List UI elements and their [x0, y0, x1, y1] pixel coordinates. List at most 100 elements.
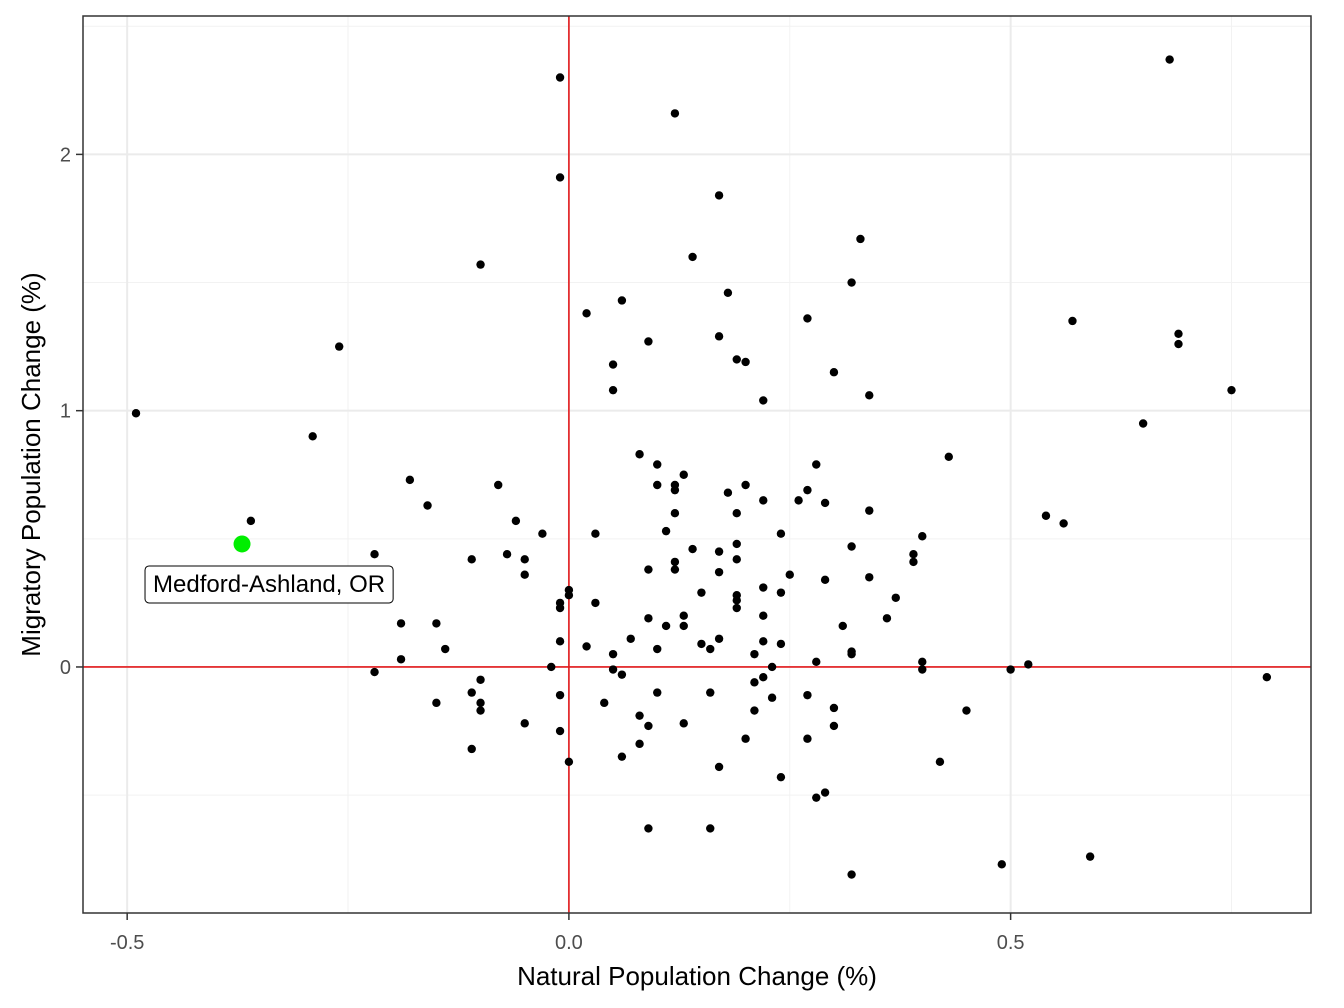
data-point	[661, 526, 671, 536]
data-point	[882, 614, 892, 623]
data-point	[591, 529, 600, 538]
data-point	[370, 667, 379, 677]
data-point	[891, 593, 900, 602]
data-point	[670, 557, 680, 567]
data-point	[741, 734, 750, 743]
data-point	[723, 288, 733, 297]
data-point	[131, 409, 141, 418]
data-point	[608, 649, 618, 659]
data-point	[803, 690, 812, 700]
data-point	[759, 637, 768, 646]
data-point	[370, 550, 379, 559]
data-point	[829, 368, 839, 377]
data-point	[555, 73, 565, 82]
data-point	[732, 508, 741, 518]
data-point	[600, 698, 609, 708]
data-point	[1024, 660, 1033, 669]
data-point	[829, 721, 839, 731]
data-point	[847, 870, 856, 879]
highlight-label: Medford-Ashland, OR	[153, 571, 385, 598]
data-point	[820, 575, 830, 585]
data-point	[714, 191, 724, 200]
data-point	[653, 480, 662, 490]
y-tick-label: 2	[60, 144, 71, 166]
data-point	[750, 649, 759, 659]
data-point	[759, 396, 768, 405]
data-point	[476, 260, 485, 269]
data-point	[246, 516, 256, 526]
data-point	[635, 711, 644, 720]
data-point	[1174, 339, 1183, 349]
data-point	[759, 673, 768, 682]
x-tick-label: -0.5	[110, 932, 144, 954]
data-point	[776, 772, 786, 782]
data-point	[405, 475, 415, 485]
data-point	[626, 634, 635, 643]
y-tick-label: 0	[60, 657, 71, 679]
data-point	[653, 644, 662, 654]
data-point	[617, 752, 627, 761]
data-point	[520, 570, 529, 579]
y-axis-title: Migratory Population Change (%)	[16, 272, 46, 656]
data-point	[1006, 665, 1015, 674]
data-point	[732, 539, 741, 549]
minor-gridlines	[83, 16, 1311, 913]
data-point	[670, 565, 680, 574]
data-point	[714, 567, 724, 577]
data-point	[847, 649, 856, 659]
data-point	[794, 496, 803, 505]
data-point	[432, 698, 441, 708]
data-point	[1227, 385, 1236, 395]
data-point	[520, 719, 529, 728]
y-axis-ticks: 0 1 2	[60, 144, 83, 679]
data-point	[732, 596, 741, 605]
data-point	[511, 516, 521, 526]
data-point	[909, 557, 918, 567]
data-point	[423, 501, 432, 510]
data-point	[396, 655, 406, 664]
data-point	[776, 639, 786, 649]
data-points	[131, 55, 1272, 879]
data-point	[644, 614, 653, 623]
data-point	[856, 234, 865, 244]
data-point	[564, 757, 574, 766]
data-point	[714, 332, 724, 341]
data-point	[997, 860, 1006, 869]
data-point	[538, 529, 547, 538]
data-point	[812, 657, 821, 667]
x-tick-label: 0.0	[555, 932, 583, 954]
data-point	[591, 598, 600, 608]
data-point	[476, 706, 485, 715]
panel-border	[82, 15, 1312, 914]
data-point	[785, 570, 794, 579]
data-point	[714, 547, 724, 556]
data-point	[502, 550, 512, 559]
data-point	[918, 532, 927, 541]
data-point	[767, 662, 777, 672]
data-point	[679, 470, 688, 479]
data-point	[467, 744, 476, 754]
data-point	[582, 642, 591, 651]
data-point	[865, 391, 874, 400]
data-point	[670, 485, 680, 495]
data-point	[635, 739, 644, 749]
data-point	[732, 355, 741, 364]
data-point	[555, 690, 565, 700]
data-point	[732, 555, 741, 564]
data-point	[803, 485, 812, 495]
data-point	[750, 706, 759, 715]
data-point	[962, 706, 971, 715]
data-point	[1041, 511, 1051, 520]
data-point	[812, 793, 821, 802]
data-point	[467, 688, 476, 697]
x-axis-ticks: -0.5 0.0 0.5	[110, 913, 1025, 954]
data-point	[697, 639, 706, 649]
data-point	[608, 360, 618, 369]
data-point	[617, 296, 627, 305]
data-point	[1262, 673, 1272, 682]
data-point	[644, 337, 653, 346]
data-point	[803, 734, 812, 743]
data-point	[697, 588, 706, 597]
data-point	[555, 637, 565, 646]
